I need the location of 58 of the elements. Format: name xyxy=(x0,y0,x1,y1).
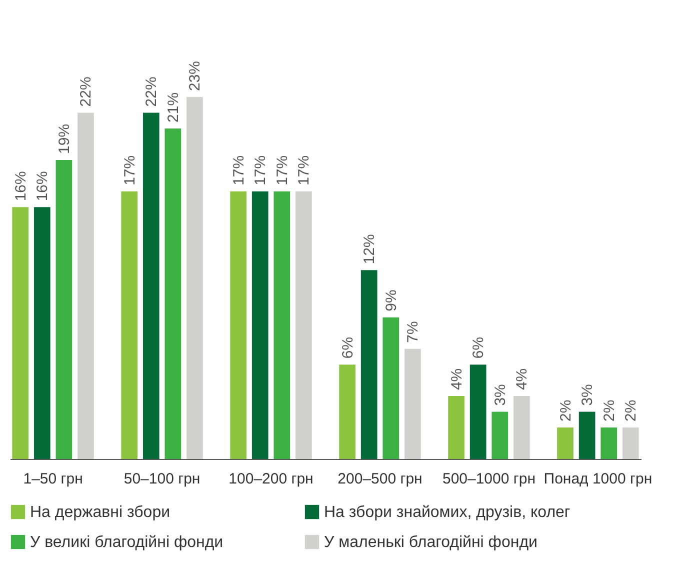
x-tick-label: 50–100 грн xyxy=(124,470,200,488)
data-label: 17% xyxy=(121,155,138,186)
data-label: 6% xyxy=(470,336,488,359)
data-label: 9% xyxy=(382,290,400,312)
bar xyxy=(121,191,138,459)
data-label: 4% xyxy=(448,368,466,390)
bar xyxy=(34,207,50,459)
bar xyxy=(230,191,246,459)
x-tick-label: 1–50 грн xyxy=(23,470,83,488)
legend-label: У великі благодійні фонди xyxy=(30,534,224,551)
x-tick-label: 200–500 грн xyxy=(338,470,422,488)
data-label: 2% xyxy=(600,400,618,422)
data-label: 7% xyxy=(404,321,422,343)
bar xyxy=(339,364,356,459)
bar xyxy=(142,112,160,459)
data-label: 22% xyxy=(78,76,95,107)
data-label: 2% xyxy=(557,400,574,422)
bar xyxy=(600,428,618,459)
bar xyxy=(578,412,596,459)
data-label: 17% xyxy=(230,155,248,186)
x-tick-label: 100–200 грн xyxy=(228,470,314,488)
data-label: 21% xyxy=(164,92,182,122)
bar xyxy=(622,428,639,459)
bar xyxy=(492,412,508,459)
bar xyxy=(186,97,203,459)
data-label: 12% xyxy=(361,234,378,264)
bar xyxy=(274,191,290,459)
legend-label: У маленькі благодійні фонди xyxy=(324,534,538,551)
data-label: 23% xyxy=(186,60,204,91)
data-label: 17% xyxy=(296,155,313,186)
data-label: 2% xyxy=(622,400,640,422)
bar xyxy=(360,270,378,459)
data-label: 17% xyxy=(252,155,270,186)
bar xyxy=(557,428,574,459)
bar xyxy=(404,348,421,459)
data-label: 19% xyxy=(56,124,73,154)
x-tick-label: 500–1000 грн xyxy=(442,470,536,488)
legend-label: На державні збори xyxy=(30,504,170,521)
data-label: 6% xyxy=(339,336,356,359)
data-label: 3% xyxy=(579,384,596,406)
bar xyxy=(382,317,400,459)
bar xyxy=(470,364,486,459)
data-label: 22% xyxy=(143,76,160,107)
bar xyxy=(513,396,530,459)
bar xyxy=(252,191,268,459)
x-tick-label: Понад 1000 грн xyxy=(544,470,652,488)
data-label: 16% xyxy=(34,171,52,202)
bar xyxy=(12,207,29,459)
bar xyxy=(448,396,464,459)
bar xyxy=(56,160,72,459)
legend-label: На збори знайомих, друзів, колег xyxy=(324,504,570,521)
data-label: 17% xyxy=(274,155,291,186)
bar xyxy=(164,128,182,459)
bar xyxy=(296,191,312,459)
data-label: 16% xyxy=(12,171,30,202)
data-label: 4% xyxy=(514,368,531,390)
data-label: 3% xyxy=(492,384,509,406)
bar xyxy=(78,112,94,459)
